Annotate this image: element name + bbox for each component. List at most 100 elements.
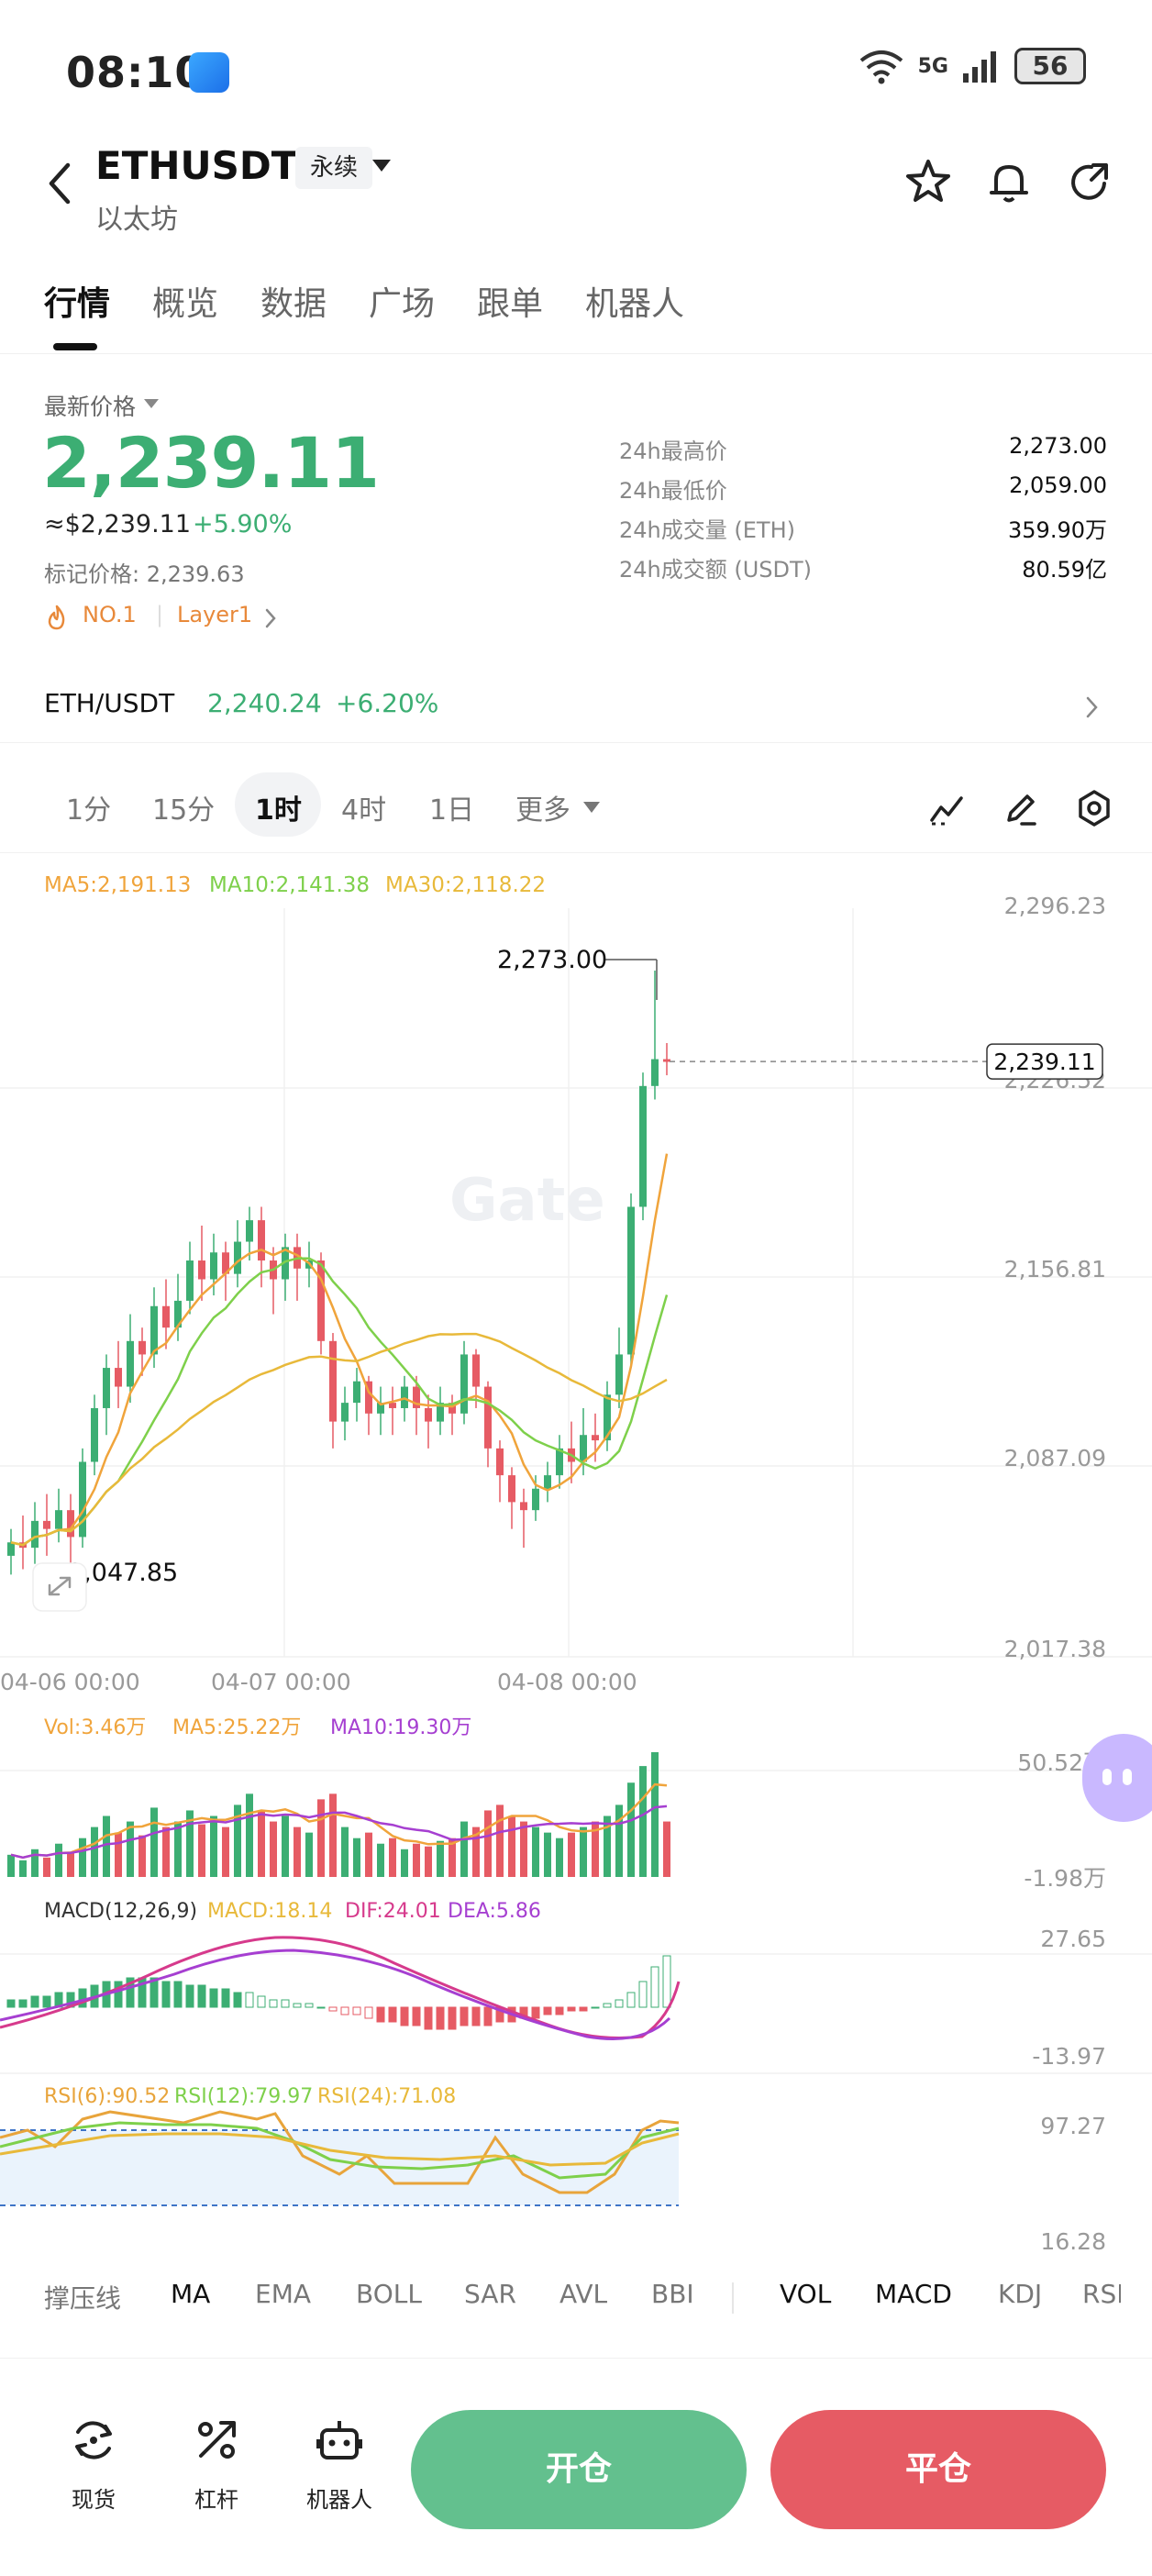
- expand-icon[interactable]: [32, 1562, 87, 1612]
- candle-body: [67, 1510, 74, 1538]
- interval-4h[interactable]: 4时: [341, 794, 387, 827]
- candle-body: [353, 1381, 360, 1404]
- volume-bar: [174, 1821, 182, 1877]
- contract-type-badge[interactable]: 永续: [295, 147, 373, 189]
- volume-bar: [508, 1815, 515, 1877]
- share-icon[interactable]: [1064, 156, 1115, 207]
- tab-market[interactable]: 行情: [44, 285, 111, 323]
- close-position-button[interactable]: 平仓: [770, 2410, 1106, 2529]
- macd-bar: [18, 1999, 28, 2008]
- macd-bar: [257, 1995, 266, 2008]
- candle-body: [472, 1354, 480, 1387]
- indicator-kdj[interactable]: KDJ: [998, 2279, 1043, 2309]
- chevron-down-icon[interactable]: [583, 802, 600, 813]
- stat-value: 2,059.00: [1009, 472, 1107, 498]
- interval-15m[interactable]: 15分: [152, 794, 216, 827]
- indicator-chart-icon[interactable]: [926, 787, 969, 829]
- app-shortcut-icon: [189, 52, 229, 93]
- chevron-down-icon[interactable]: [372, 160, 391, 172]
- tab-data[interactable]: 数据: [260, 285, 327, 323]
- interval-1m[interactable]: 1分: [66, 794, 112, 827]
- stat-value: 2,273.00: [1009, 433, 1107, 459]
- stat-24h-low: 24h最低价 2,059.00: [619, 472, 1107, 509]
- spot-pair-row[interactable]: ETH/USDT 2,240.24 +6.20%: [0, 670, 1152, 743]
- candle-body: [329, 1340, 337, 1422]
- indicator-sar[interactable]: SAR: [464, 2279, 516, 2309]
- macd-bar: [376, 2006, 385, 2023]
- indicator-bbi[interactable]: BBI: [651, 2279, 694, 2309]
- volume-bar: [580, 1827, 587, 1877]
- macd-bar: [436, 2006, 445, 2030]
- indicator-boll[interactable]: BOLL: [356, 2279, 422, 2309]
- indicator-rsi[interactable]: RSI: [1082, 2279, 1121, 2309]
- settings-icon[interactable]: [1073, 787, 1115, 829]
- interval-more[interactable]: 更多: [515, 794, 570, 827]
- macd-bar: [233, 1992, 242, 2008]
- leverage-icon: [198, 2421, 236, 2459]
- stat-value: 359.90万: [1008, 517, 1107, 543]
- candle-body: [615, 1354, 623, 1395]
- interval-bar: 1分 15分 1时 4时 1日 更多: [0, 761, 1152, 853]
- volume-bar: [19, 1860, 27, 1877]
- indicator-ma[interactable]: MA: [171, 2279, 211, 2309]
- pair-price: 2,240.24: [207, 688, 322, 718]
- rank-tag[interactable]: NO.1: [83, 602, 137, 627]
- nav-robot[interactable]: 机器人: [294, 2415, 385, 2514]
- star-icon[interactable]: [903, 156, 954, 207]
- assistant-bubble[interactable]: [1082, 1734, 1152, 1822]
- chevron-right-icon[interactable]: [1082, 694, 1101, 721]
- tab-square[interactable]: 广场: [369, 285, 436, 323]
- tab-robot[interactable]: 机器人: [585, 285, 685, 323]
- kline-chart[interactable]: Gate MA5:2,191.13 MA10:2,141.38 MA30:2,1…: [0, 853, 1152, 2257]
- nav-spot[interactable]: 现货: [48, 2415, 139, 2514]
- nav-leverage[interactable]: 杠杆: [171, 2415, 262, 2514]
- indicator-macd[interactable]: MACD: [875, 2279, 952, 2309]
- indicator-avl[interactable]: AVL: [559, 2279, 608, 2309]
- ma5-legend: MA5:2,191.13: [44, 873, 191, 897]
- volume-bar: [198, 1824, 205, 1877]
- symbol-title[interactable]: ETHUSDT: [95, 143, 298, 188]
- macd-bar: [448, 2006, 457, 2030]
- interval-1d[interactable]: 1日: [429, 794, 475, 827]
- macd-bar: [603, 2003, 612, 2008]
- price-type-label[interactable]: 最新价格: [44, 394, 137, 420]
- macd-y-tick: 27.65: [1040, 1926, 1106, 1952]
- open-position-button[interactable]: 开仓: [411, 2410, 747, 2529]
- bell-icon[interactable]: [983, 156, 1035, 207]
- draw-pencil-icon[interactable]: [1000, 787, 1042, 829]
- chart-area[interactable]: Gate MA5:2,191.13 MA10:2,141.38 MA30:2,1…: [0, 853, 1152, 2257]
- indicator-vol[interactable]: VOL: [780, 2279, 832, 2309]
- candle-body: [580, 1435, 587, 1462]
- candle-body: [198, 1260, 205, 1280]
- candle-body: [7, 1542, 15, 1556]
- volume-bar: [270, 1821, 277, 1877]
- macd-bar: [543, 2006, 552, 2015]
- caret-down-icon[interactable]: [144, 399, 159, 408]
- volume-bars-group: [7, 1752, 670, 1877]
- indicator-support-resistance[interactable]: 撑压线: [44, 2283, 122, 2314]
- chevron-right-icon[interactable]: [262, 606, 279, 630]
- volume-bar: [222, 1827, 229, 1877]
- back-button[interactable]: [37, 156, 83, 211]
- macd-bar: [662, 1955, 671, 2008]
- candle-body: [222, 1252, 229, 1274]
- indicator-ema[interactable]: EMA: [255, 2279, 312, 2309]
- candle-body: [186, 1260, 194, 1301]
- volume-bar: [460, 1821, 468, 1877]
- tab-overview[interactable]: 概览: [152, 285, 219, 323]
- category-tag[interactable]: Layer1: [177, 602, 253, 627]
- last-price-box[interactable]: [986, 1043, 1103, 1080]
- candle-body: [31, 1520, 39, 1549]
- candle-body: [639, 1085, 647, 1207]
- main-tabs: 行情 概览 数据 广场 跟单 机器人: [0, 266, 1152, 354]
- candle-body: [425, 1407, 432, 1422]
- macd-dea-legend: DEA:5.86: [448, 1900, 541, 1923]
- interval-1h[interactable]: 1时: [255, 794, 302, 827]
- volume-ma-group: [10, 1782, 668, 1860]
- candle-body: [437, 1403, 444, 1422]
- macd-bar: [150, 1977, 159, 2008]
- rsi-y-tick: 16.28: [1040, 2228, 1106, 2255]
- volume-bar: [401, 1849, 408, 1877]
- stat-24h-volume: 24h成交量 (ETH) 359.90万: [619, 512, 1107, 549]
- tab-copy-trade[interactable]: 跟单: [477, 285, 544, 323]
